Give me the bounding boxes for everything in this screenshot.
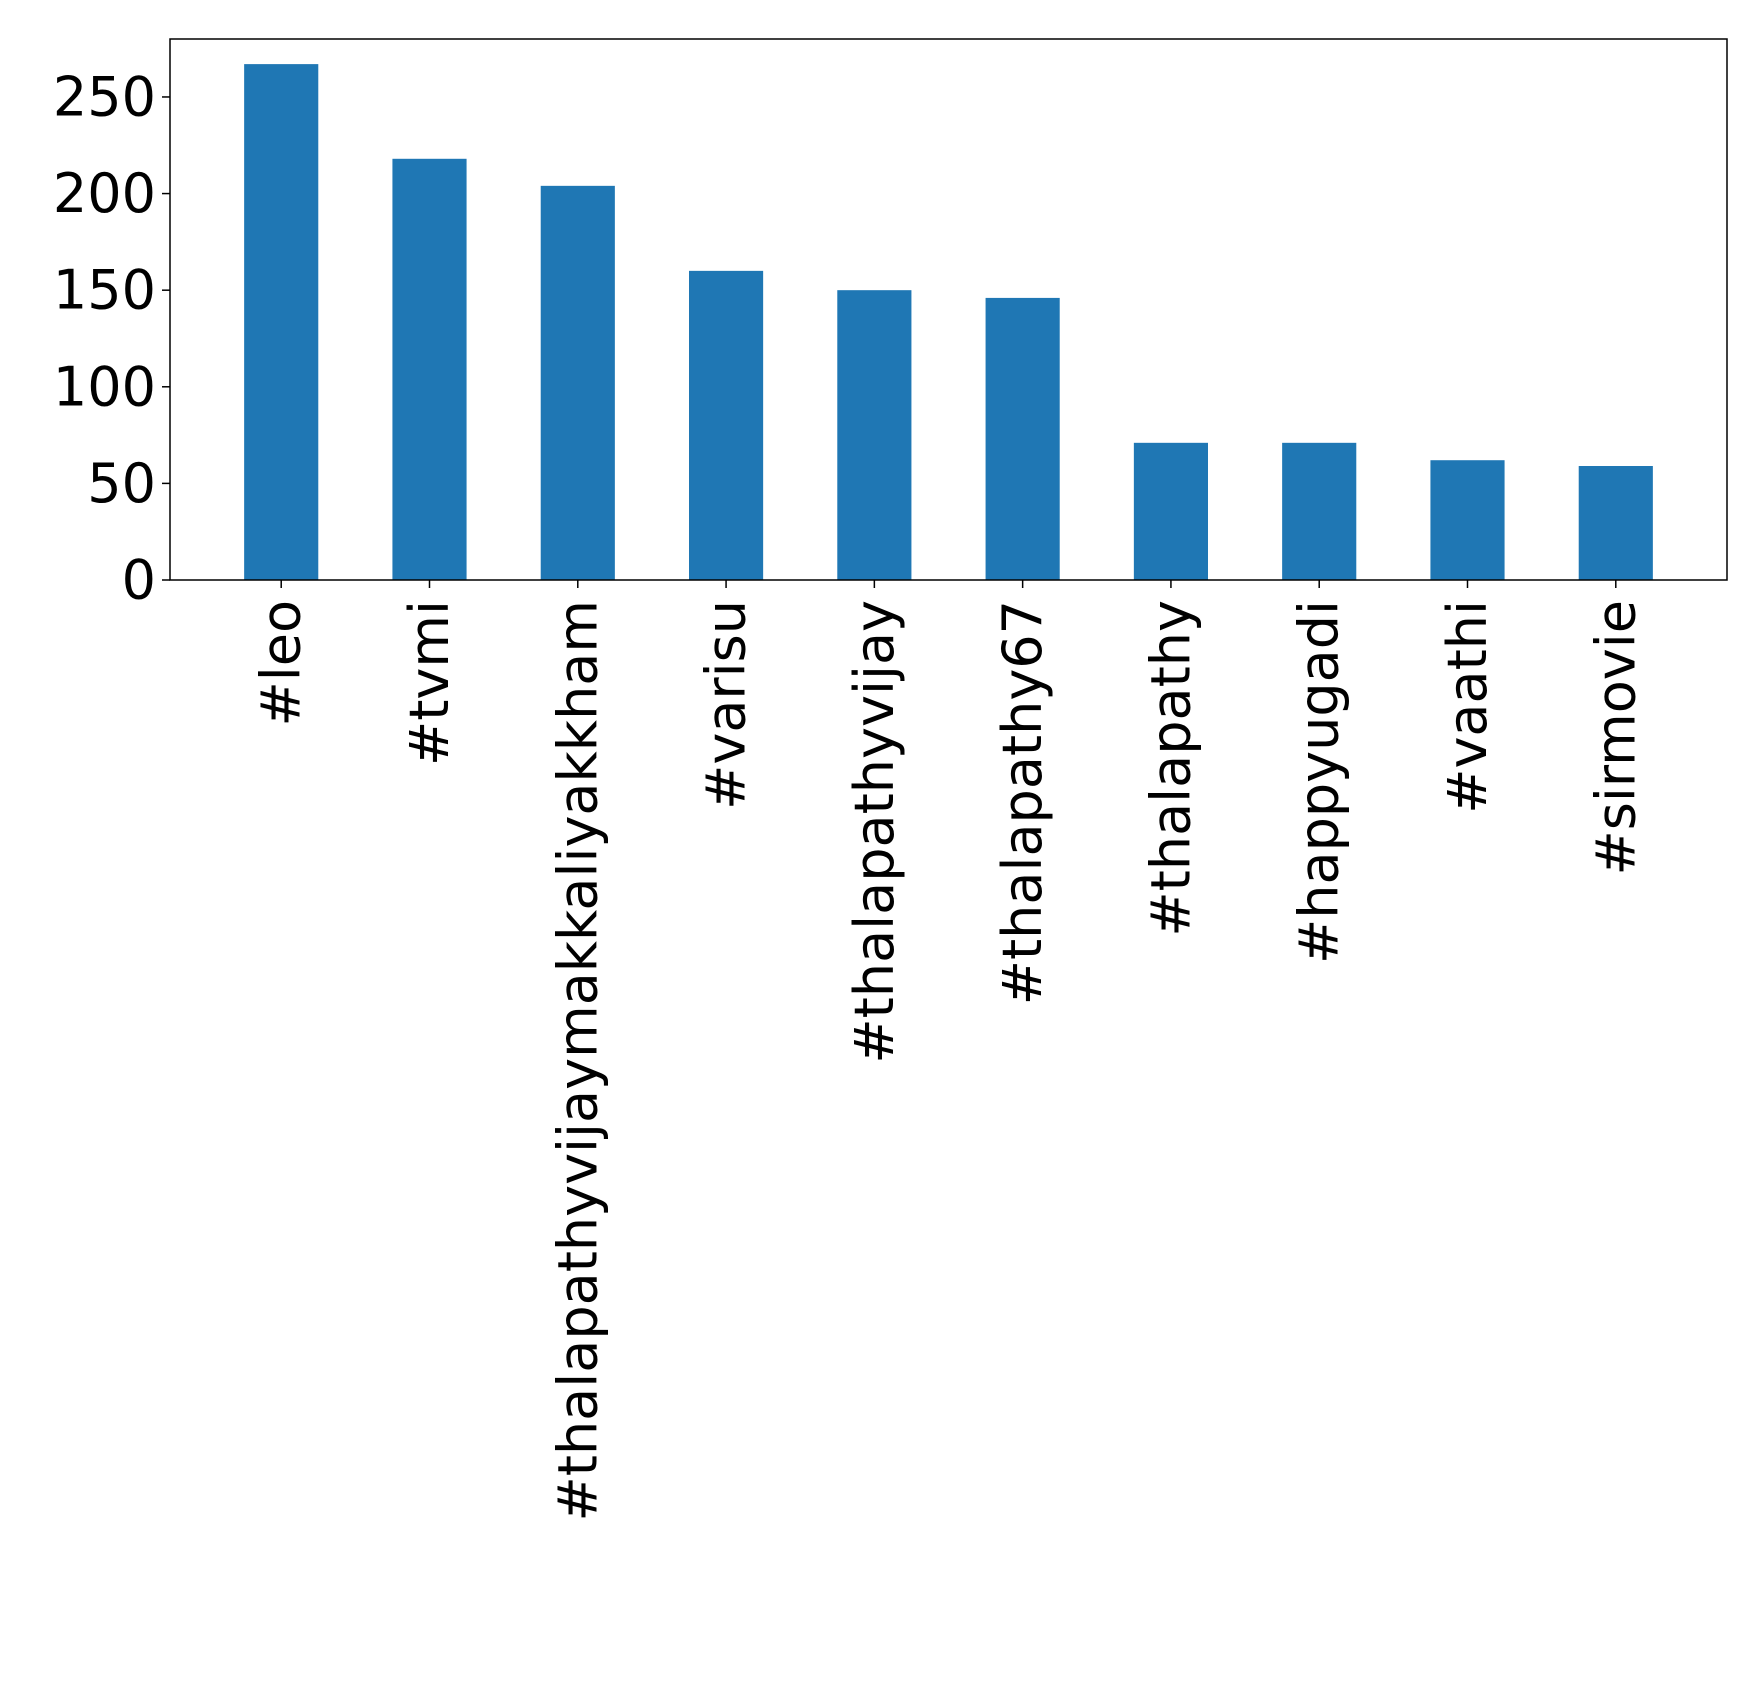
y-tick-label: 50 bbox=[87, 452, 156, 515]
x-tick-label: #happyugadi bbox=[1288, 600, 1351, 964]
x-tick-label: #thalapathyvijaymakkaliyakkham bbox=[546, 600, 609, 1521]
x-tick-label: #thalapathy bbox=[1139, 600, 1202, 937]
x-tick-label: #leo bbox=[250, 600, 313, 727]
bar-happyugadi bbox=[1282, 442, 1357, 580]
x-tick-label: #thalapathy67 bbox=[991, 600, 1054, 1005]
bar-thalapathy bbox=[1133, 442, 1208, 580]
bar-vaathi bbox=[1430, 460, 1505, 580]
y-tick-label: 100 bbox=[53, 355, 156, 418]
bar-leo bbox=[244, 64, 319, 580]
x-tick-label: #thalapathyvijay bbox=[843, 600, 906, 1064]
bar-sirmovie bbox=[1578, 466, 1653, 580]
bar-thalapathyvijay bbox=[837, 290, 912, 580]
y-tick-label: 0 bbox=[122, 549, 156, 612]
plot-frame bbox=[169, 38, 1728, 581]
x-axis: #leo #tvmi #thalapathyvijaymakkaliyakkham #… bbox=[250, 580, 1647, 1521]
bar-thalapathyvijaymakkaliyakkham bbox=[540, 185, 615, 581]
x-tick-label: #vaathi bbox=[1436, 600, 1499, 814]
y-tick-label: 150 bbox=[53, 259, 156, 322]
x-tick-label: #varisu bbox=[695, 600, 758, 810]
y-axis: 0 50 100 150 200 250 bbox=[53, 65, 170, 612]
y-tick-label: 200 bbox=[53, 162, 156, 225]
bar-tvmi bbox=[392, 158, 467, 581]
bar-varisu bbox=[689, 270, 764, 580]
bars-group bbox=[244, 64, 1653, 581]
x-tick-label: #tvmi bbox=[398, 600, 461, 766]
bar-thalapathy67 bbox=[985, 297, 1060, 580]
x-tick-label: #sirmovie bbox=[1584, 600, 1647, 875]
y-tick-label: 250 bbox=[53, 65, 156, 128]
